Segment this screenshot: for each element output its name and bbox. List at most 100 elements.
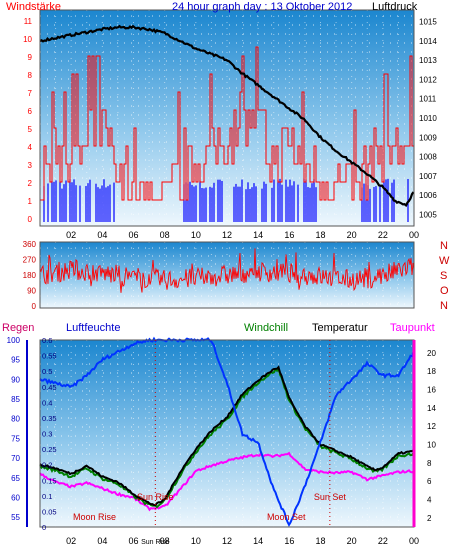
temperature-axis-tick: 4 [427,496,432,505]
wind-axis-tick: 10 [23,35,32,44]
humidity-axis-tick: 55 [11,513,20,522]
rain-axis-tick: 0.6 [42,336,52,345]
time-axis-tick: 22 [378,230,388,240]
temperature-axis-tick: 20 [427,349,436,358]
pressure-axis-tick: 1009 [419,133,437,142]
time-axis-tick: 18 [315,536,325,546]
temperature-axis-tick: 14 [427,404,436,413]
temperature-label: Temperatur [312,322,368,334]
time-axis-tick: 08 [160,230,170,240]
direction-axis-tick: 360 [23,240,37,249]
pressure-axis-tick: 1006 [419,191,437,200]
pressure-axis-tick: 1011 [419,95,437,104]
compass-label-w: W [439,255,450,267]
time-axis-tick: 08 [160,536,170,546]
time-axis-tick: 04 [97,536,107,546]
pressure-axis-tick: 1012 [419,75,437,84]
pressure-label: Luftdruck [372,1,418,13]
wind-axis-tick: 2 [28,179,33,188]
time-axis-tick: 12 [222,230,232,240]
rain-axis-tick: 0.4 [42,398,52,407]
pressure-axis-tick: 1008 [419,153,437,162]
rain-axis-tick: 0.2 [42,461,52,470]
pressure-axis-tick: 1015 [419,18,437,27]
rain-axis-tick: 0.5 [42,367,52,376]
humidity-label: Luftfeuchte [66,322,120,334]
time-axis-tick: 02 [66,230,76,240]
series-wind-strength [40,46,415,201]
compass-label-o: O [440,285,449,297]
wind-axis-tick: 9 [28,53,33,62]
rain-axis-tick: 0.55 [42,352,57,361]
rain-axis-tick: 0.25 [42,445,57,454]
wind-axis-tick: 0 [28,215,33,224]
temperature-axis-tick: 6 [427,477,432,486]
wind-axis-tick: 3 [28,161,33,170]
wind-axis-tick: 1 [28,197,33,206]
compass-label-n-bottom: N [440,300,448,312]
humidity-axis-tick: 70 [11,454,20,463]
series-humidity [39,336,415,527]
time-axis-tick: 16 [284,230,294,240]
time-axis-tick: 18 [315,230,325,240]
rain-label: Regen [2,322,34,334]
dewpoint-label: Taupunkt [390,322,435,334]
wind-axis-tick: 7 [28,89,33,98]
temperature-axis-tick: 18 [427,367,436,376]
time-axis-tick: 12 [222,536,232,546]
humidity-axis-tick: 85 [11,395,20,404]
temperature-axis-tick: 12 [427,422,436,431]
time-axis-tick: 10 [191,536,201,546]
direction-axis-tick: 90 [27,287,36,296]
time-axis-tick: 06 [128,230,138,240]
humidity-axis-tick: 90 [11,375,20,384]
wind-axis-tick: 6 [28,107,33,116]
time-axis-tick: 22 [378,536,388,546]
panel-temperature-humidity [40,340,414,527]
time-axis-tick: 02 [66,536,76,546]
rain-axis-tick: 0 [42,523,46,532]
series-windchill [39,365,415,509]
time-axis-tick: 04 [97,230,107,240]
humidity-axis-tick: 80 [11,415,20,424]
annotation-moon-set: Moon Set [267,512,306,522]
time-axis-tick: 16 [284,536,294,546]
rain-axis-tick: 0.35 [42,414,57,423]
humidity-axis-tick: 60 [11,493,20,502]
compass-label-s: S [440,270,447,282]
direction-axis-tick: 0 [32,302,37,311]
time-axis-tick: 14 [253,230,263,240]
pressure-axis-tick: 1014 [419,37,437,46]
rain-axis-tick: 0.3 [42,430,52,439]
time-axis-tick: 10 [191,230,201,240]
wind-axis-tick: 11 [24,17,33,26]
wind-strength-label: Windstärke [6,1,61,13]
series-dewpoint [39,451,415,512]
time-axis-tick: 14 [253,536,263,546]
pressure-axis-tick: 1013 [419,56,437,65]
chart-title: 24 hour graph day : 13 Oktober 2012 [172,1,352,13]
humidity-axis-tick: 75 [11,434,20,443]
windchill-label: Windchill [244,322,288,334]
wind-axis-tick: 8 [28,71,33,80]
pressure-axis-tick: 1005 [419,210,437,219]
rain-axis-tick: 0.05 [42,507,57,516]
temperature-axis-tick: 10 [427,441,436,450]
direction-axis-tick: 270 [23,256,37,265]
time-axis-tick: 00 [409,536,419,546]
temperature-axis-tick: 2 [427,514,432,523]
pressure-axis-tick: 1010 [419,114,437,123]
temperature-axis-tick: 16 [427,386,436,395]
rain-axis-tick: 0.1 [42,492,52,501]
series-pressure [39,24,415,208]
time-axis-tick: 20 [347,536,357,546]
annotation-moon-rise: Moon Rise [73,512,116,522]
temperature-axis-tick: 8 [427,459,432,468]
direction-axis-tick: 180 [23,271,37,280]
compass-label-n-top: N [440,240,448,252]
time-axis-tick: 06 [128,536,138,546]
series-temperature [39,365,414,507]
humidity-axis-tick: 100 [7,336,21,345]
